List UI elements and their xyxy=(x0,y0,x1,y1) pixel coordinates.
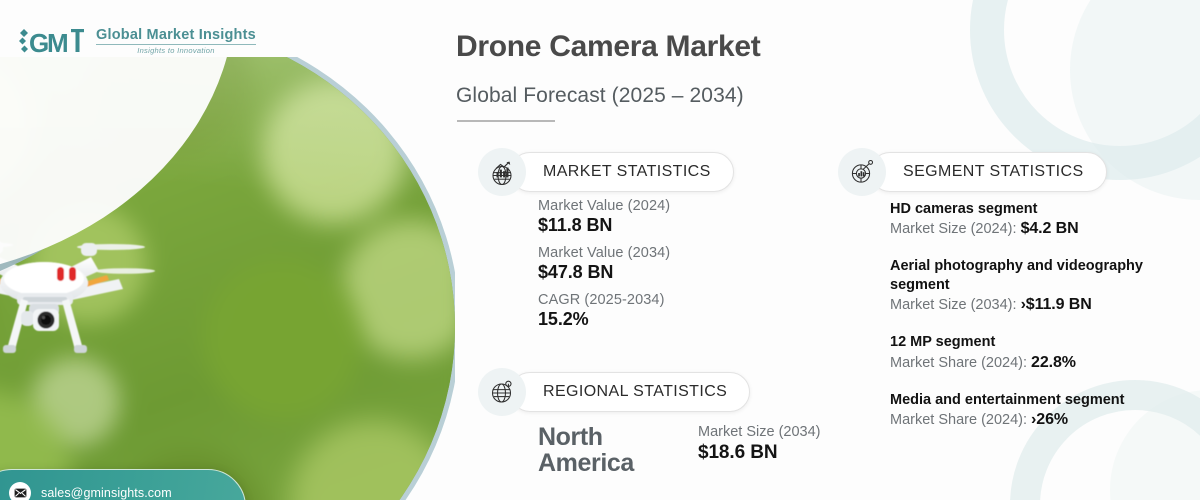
region-name: North America xyxy=(538,423,634,477)
segment-item: Aerial photography and videography segme… xyxy=(890,257,1190,314)
contact-email-text: sales@gminsights.com xyxy=(41,486,172,500)
contact-badge: sales@gminsights.com www.gminsights.com xyxy=(0,469,246,500)
segment-statistics-header: SEGMENT STATISTICS xyxy=(838,148,1107,196)
segment-metric-value: $4.2 BN xyxy=(1020,220,1079,238)
segment-item: 12 MP segment Market Share (2024): 22.8% xyxy=(890,333,1190,371)
segment-name: Aerial photography and videography segme… xyxy=(890,258,1143,294)
segment-metric-value: ›$11.9 BN xyxy=(1020,296,1092,314)
regional-statistics-label: REGIONAL STATISTICS xyxy=(510,372,751,412)
brand-logo[interactable]: G M Global Market Insights Insights to I… xyxy=(16,24,256,58)
segment-metric: Market Size (2024): $4.2 BN xyxy=(890,220,1190,238)
brand-name: Global Market Insights xyxy=(96,27,256,43)
contact-email-row[interactable]: sales@gminsights.com xyxy=(9,482,245,500)
gmi-monogram-icon: G M xyxy=(16,24,88,58)
segment-metric-label: Market Size (2034): xyxy=(890,297,1021,314)
market-statistics-label: MARKET STATISTICS xyxy=(510,152,734,192)
segment-metric-label: Market Size (2024): xyxy=(890,221,1021,238)
brand-tagline: Insights to Innovation xyxy=(137,46,215,55)
segment-metric-value: 22.8% xyxy=(1031,353,1076,371)
brand-logo-text: Global Market Insights Insights to Innov… xyxy=(96,27,256,55)
market-stat-row: Market Value (2024) $11.8 BN xyxy=(538,198,670,236)
market-stat-label: CAGR (2025-2034) xyxy=(538,292,665,308)
title-divider xyxy=(457,120,555,122)
region-metric-value: $18.6 BN xyxy=(698,442,778,463)
segment-metric: Market Size (2034): ›$11.9 BN xyxy=(890,296,1190,314)
segment-statistics-label: SEGMENT STATISTICS xyxy=(870,152,1107,192)
market-statistics-list: Market Value (2024) $11.8 BN Market Valu… xyxy=(538,198,670,339)
segment-name: Media and entertainment segment xyxy=(890,391,1125,408)
market-stat-value: $47.8 BN xyxy=(538,262,614,282)
segment-metric-label: Market Share (2024): xyxy=(890,411,1032,428)
region-metric: Market Size (2034) $18.6 BN xyxy=(698,424,821,464)
market-stat-row: CAGR (2025-2034) 15.2% xyxy=(538,292,670,330)
svg-text:M: M xyxy=(47,28,69,58)
market-statistics-header: MARKET STATISTICS xyxy=(478,148,734,196)
segment-metric-value: ›26% xyxy=(1031,410,1068,428)
market-stat-value: $11.8 BN xyxy=(538,215,613,235)
segment-item: Media and entertainment segment Market S… xyxy=(890,391,1190,429)
donut-chart-arrow-icon xyxy=(838,148,886,196)
regional-statistics-content: North America Market Size (2034) $18.6 B… xyxy=(538,424,821,476)
market-stat-label: Market Value (2034) xyxy=(538,245,671,261)
market-stat-value: 15.2% xyxy=(538,309,589,329)
page-title: Drone Camera Market xyxy=(456,30,761,63)
segment-name: 12 MP segment xyxy=(890,334,996,351)
segment-statistics-list: HD cameras segment Market Size (2024): $… xyxy=(890,200,1190,448)
segment-name: HD cameras segment xyxy=(890,201,1038,217)
globe-bar-chart-icon xyxy=(478,148,526,196)
hero-image-panel: sales@gminsights.com www.gminsights.com xyxy=(0,57,455,500)
drone-illustration xyxy=(0,241,155,353)
globe-pin-icon xyxy=(478,368,526,416)
envelope-icon xyxy=(9,482,31,500)
segment-metric: Market Share (2024): 22.8% xyxy=(890,354,1190,372)
page-subtitle: Global Forecast (2025 – 2034) xyxy=(456,84,744,107)
region-metric-label: Market Size (2034) xyxy=(698,424,821,440)
hero-image-clip xyxy=(0,57,455,500)
market-stat-label: Market Value (2024) xyxy=(538,198,671,214)
regional-statistics-header: REGIONAL STATISTICS xyxy=(478,368,751,416)
logo-divider xyxy=(96,44,256,45)
segment-metric-label: Market Share (2024): xyxy=(890,354,1032,371)
market-stat-row: Market Value (2034) $47.8 BN xyxy=(538,245,670,283)
svg-text:G: G xyxy=(29,28,49,58)
segment-item: HD cameras segment Market Size (2024): $… xyxy=(890,200,1190,238)
segment-metric: Market Share (2024): ›26% xyxy=(890,411,1190,429)
